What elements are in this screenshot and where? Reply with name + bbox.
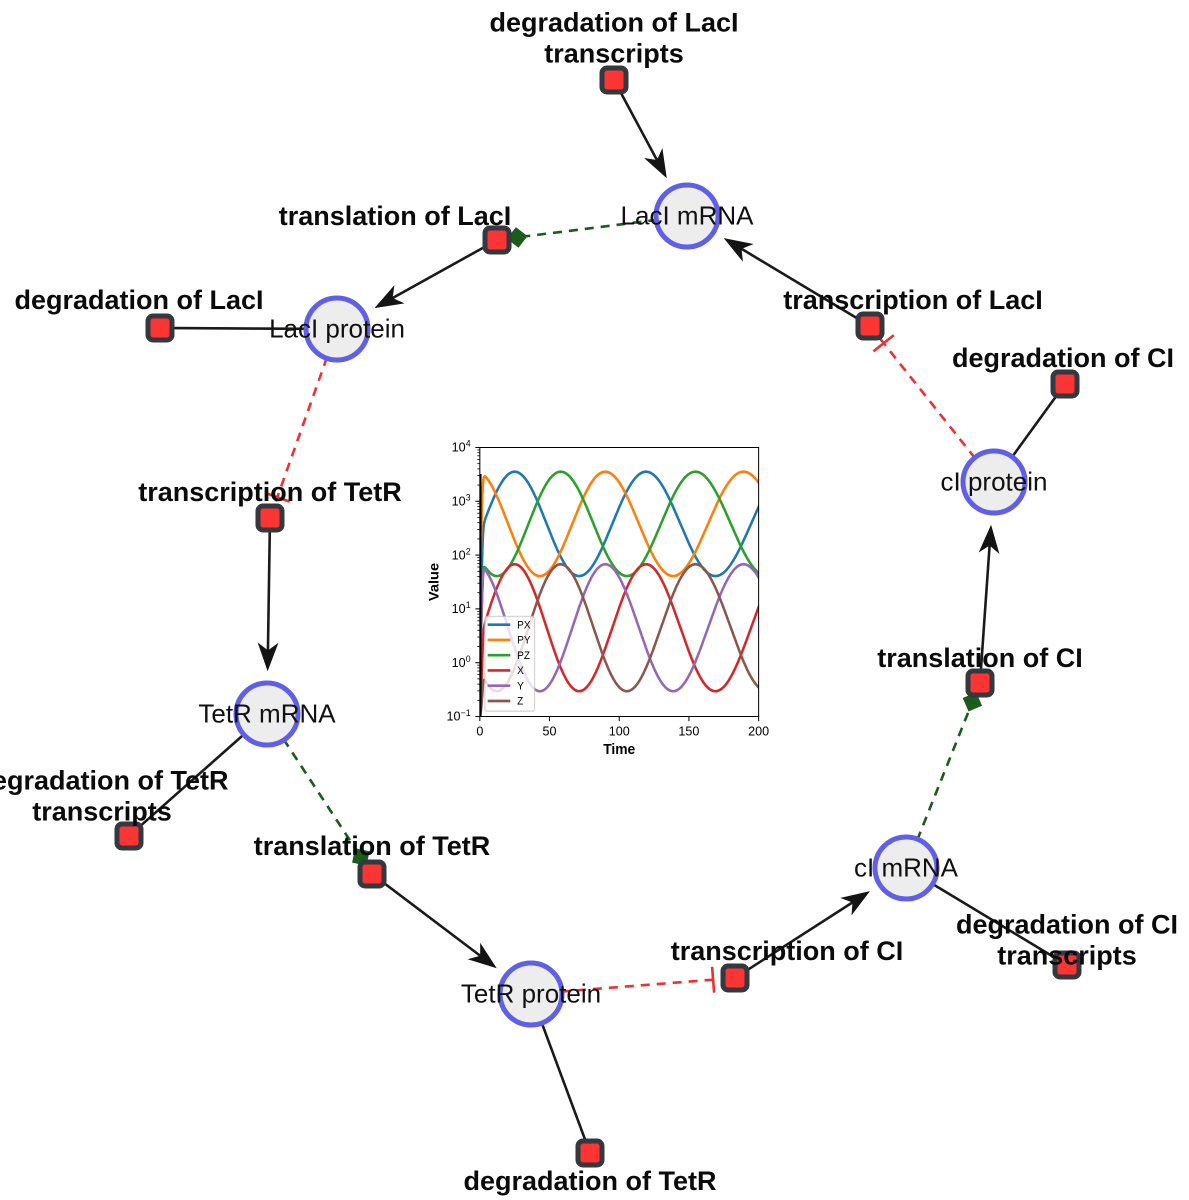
svg-text:1 0 4: 1 0 4: [452, 436, 472, 457]
svg-text:PY: PY: [517, 635, 531, 646]
svg-text:Y: Y: [517, 681, 524, 692]
svg-text:Time: Time: [603, 742, 635, 758]
svg-text:PZ: PZ: [517, 651, 530, 662]
svg-text:Value: Value: [427, 563, 443, 601]
svg-text:0: 0: [476, 723, 483, 738]
svg-text:100: 100: [609, 723, 630, 738]
svg-text:Z: Z: [517, 696, 523, 707]
svg-text:PX: PX: [517, 620, 531, 631]
svg-text:X: X: [517, 666, 524, 677]
svg-text:50: 50: [543, 723, 557, 738]
svg-text:150: 150: [678, 723, 699, 738]
svg-text:200: 200: [748, 723, 769, 738]
